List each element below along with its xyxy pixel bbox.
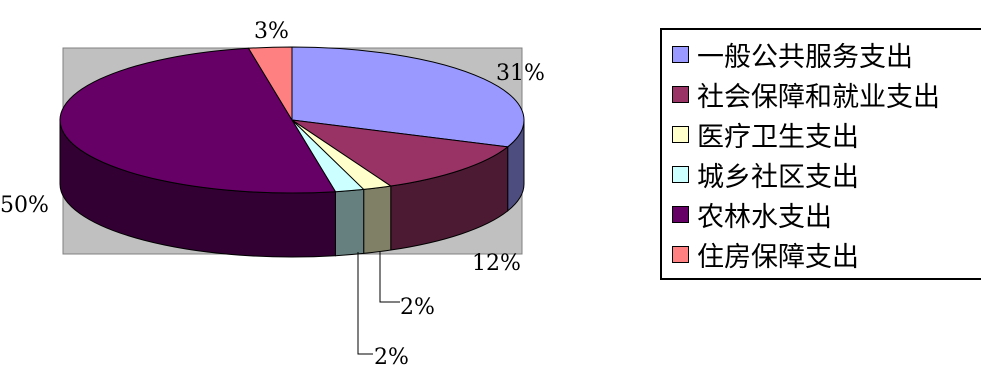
pie-slice-side <box>363 185 392 254</box>
leader-line <box>357 252 373 355</box>
pie-slice <box>291 119 509 187</box>
legend-item: 城乡社区支出 <box>672 155 859 193</box>
pie-slice <box>291 46 525 148</box>
legend-label: 医疗卫生支出 <box>697 121 859 153</box>
pie-slice-side <box>334 188 365 257</box>
data-label: 2% <box>374 345 409 367</box>
legend-swatch <box>672 245 689 263</box>
legend-item: 住房保障支出 <box>672 235 859 273</box>
legend-item: 医疗卫生支出 <box>672 115 859 153</box>
pie-slices <box>59 46 525 258</box>
legend-label: 住房保障支出 <box>697 241 859 273</box>
legend-label: 社会保障和就业支出 <box>697 81 940 113</box>
legend-swatch <box>672 125 689 143</box>
data-label: 2% <box>400 295 435 320</box>
legend-swatch <box>672 85 689 103</box>
legend-item: 一般公共服务支出 <box>672 35 913 73</box>
legend-label: 城乡社区支出 <box>697 161 859 193</box>
legend-item: 农林水支出 <box>672 195 832 233</box>
pie-slice <box>247 46 293 122</box>
data-label: 3% <box>254 19 289 44</box>
legend-label: 农林水支出 <box>697 201 832 233</box>
legend-label: 一般公共服务支出 <box>697 41 913 73</box>
legend: 一般公共服务支出 社会保障和就业支出 医疗卫生支出 城乡社区支出 农林水支出 住… <box>660 28 981 280</box>
data-label: 50% <box>0 193 49 218</box>
legend-swatch <box>672 45 689 63</box>
leader-line <box>379 252 400 303</box>
data-label: 12% <box>472 251 521 276</box>
pie-slice <box>59 47 337 194</box>
legend-item: 社会保障和就业支出 <box>672 75 940 113</box>
data-labels: 31% 12% 2% 2% 50% 3% <box>0 19 545 367</box>
legend-swatch <box>672 205 689 223</box>
data-label: 31% <box>496 61 545 86</box>
leader-lines <box>357 252 400 355</box>
legend-swatch <box>672 165 689 183</box>
